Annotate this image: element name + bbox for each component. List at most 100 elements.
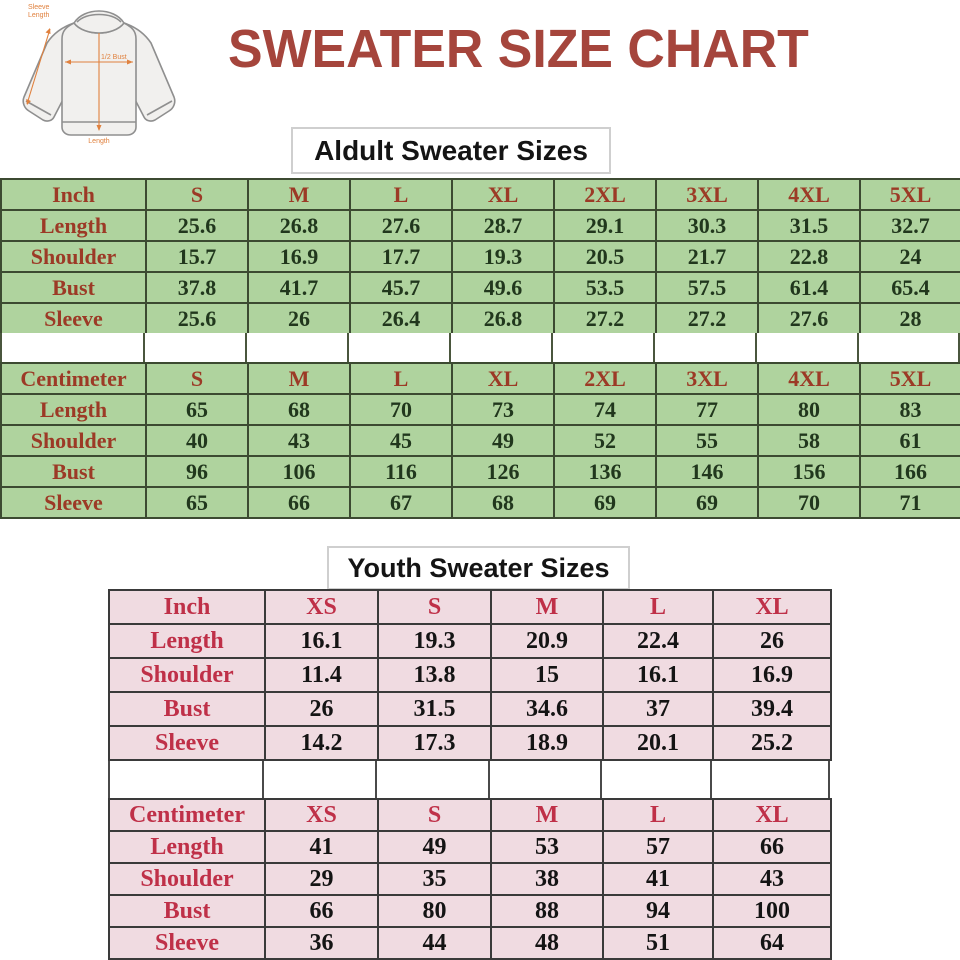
size-header-row: Centimeter S M L XL 2XL 3XL 4XL 5XL (0, 362, 960, 395)
size-col-header: S (377, 798, 492, 832)
half-bust-label: 1/2 Bust (101, 54, 127, 61)
measure-value: 146 (655, 455, 759, 488)
measure-value: 27.6 (757, 302, 861, 335)
measure-value: 66 (712, 830, 832, 864)
measure-value: 68 (247, 393, 351, 426)
measure-value: 31.5 (757, 209, 861, 242)
table-gap-line (0, 333, 2, 362)
measure-row: Bust 26 31.5 34.6 37 39.4 (108, 691, 832, 727)
measure-value: 48 (490, 926, 604, 960)
size-col-header: 3XL (655, 178, 759, 211)
measure-value: 36 (264, 926, 379, 960)
size-col-header: XS (264, 798, 379, 832)
measure-value: 19.3 (451, 240, 555, 273)
measure-value: 26.8 (451, 302, 555, 335)
measure-label: Length (108, 830, 266, 864)
table-gap-line (488, 761, 490, 798)
measure-value: 14.2 (264, 725, 379, 761)
measure-value: 156 (757, 455, 861, 488)
measure-value: 28 (859, 302, 960, 335)
size-col-header: M (490, 589, 604, 625)
measure-row: Length 16.1 19.3 20.9 22.4 26 (108, 623, 832, 659)
table-gap-line (857, 333, 859, 362)
size-col-header: M (247, 362, 351, 395)
measure-value: 27.2 (553, 302, 657, 335)
table-gap-line (375, 761, 377, 798)
size-header-row: Centimeter XS S M L XL (108, 798, 832, 832)
size-col-header: L (349, 178, 453, 211)
size-col-header: XL (712, 589, 832, 625)
measure-value: 67 (349, 486, 453, 519)
measure-value: 66 (264, 894, 379, 928)
measure-value: 25.2 (712, 725, 832, 761)
measure-value: 30.3 (655, 209, 759, 242)
measure-value: 16.9 (712, 657, 832, 693)
sleeve-length-label-2: Length (28, 12, 50, 19)
measure-value: 40 (145, 424, 249, 457)
measure-row: Length 25.6 26.8 27.6 28.7 29.1 30.3 31.5 32.7 (0, 209, 960, 242)
measure-value: 73 (451, 393, 555, 426)
size-col-header: 5XL (859, 178, 960, 211)
measure-label: Length (0, 209, 147, 242)
measure-value: 66 (247, 486, 351, 519)
size-col-header: XL (451, 178, 555, 211)
measure-value: 106 (247, 455, 351, 488)
measure-value: 21.7 (655, 240, 759, 273)
table-gap-line (347, 333, 349, 362)
measure-value: 74 (553, 393, 657, 426)
measure-value: 58 (757, 424, 861, 457)
table-gap-line (653, 333, 655, 362)
measure-value: 71 (859, 486, 960, 519)
measure-label: Sleeve (108, 725, 266, 761)
measure-value: 27.2 (655, 302, 759, 335)
measure-row: Shoulder 29 35 38 41 43 (108, 862, 832, 896)
measure-row: Bust 66 80 88 94 100 (108, 894, 832, 928)
measure-value: 61.4 (757, 271, 861, 304)
size-col-header: XS (264, 589, 379, 625)
measure-value: 39.4 (712, 691, 832, 727)
measure-value: 16.1 (602, 657, 714, 693)
measure-value: 25.6 (145, 209, 249, 242)
measure-value: 136 (553, 455, 657, 488)
unit-label: Inch (108, 589, 266, 625)
size-col-header: M (490, 798, 604, 832)
measure-label: Sleeve (108, 926, 266, 960)
measure-label: Shoulder (108, 862, 266, 896)
measure-value: 19.3 (377, 623, 492, 659)
size-col-header: XL (451, 362, 555, 395)
size-col-header: 2XL (553, 178, 657, 211)
measure-value: 20.1 (602, 725, 714, 761)
size-col-header: 4XL (757, 362, 861, 395)
measure-value: 64 (712, 926, 832, 960)
measure-value: 45 (349, 424, 453, 457)
youth-centimeter-table: Centimeter XS S M L XL Length 41 49 53 57 66 Shoulde… (108, 798, 832, 960)
measure-value: 49 (377, 830, 492, 864)
measure-value: 28.7 (451, 209, 555, 242)
measure-label: Bust (0, 271, 147, 304)
measure-value: 37.8 (145, 271, 249, 304)
measure-value: 34.6 (490, 691, 604, 727)
size-col-header: L (349, 362, 453, 395)
measure-row: Bust 96 106 116 126 136 146 156 166 (0, 455, 960, 488)
measure-value: 44 (377, 926, 492, 960)
size-col-header: 5XL (859, 362, 960, 395)
measure-label: Shoulder (108, 657, 266, 693)
measure-row: Sleeve 25.6 26 26.4 26.8 27.2 27.2 27.6 28 (0, 302, 960, 335)
adult-centimeter-table: Centimeter S M L XL 2XL 3XL 4XL 5XL Length 65 68 70 7… (0, 362, 960, 519)
measure-value: 29 (264, 862, 379, 896)
page-title: SWEATER SIZE CHART (228, 19, 809, 79)
measure-value: 51 (602, 926, 714, 960)
sleeve-length-label: Sleeve (28, 4, 50, 11)
measure-row: Shoulder 11.4 13.8 15 16.1 16.9 (108, 657, 832, 693)
measure-value: 49 (451, 424, 555, 457)
measure-row: Sleeve 14.2 17.3 18.9 20.1 25.2 (108, 725, 832, 761)
measure-value: 11.4 (264, 657, 379, 693)
measure-value: 31.5 (377, 691, 492, 727)
measure-value: 100 (712, 894, 832, 928)
youth-section-heading: Youth Sweater Sizes (327, 546, 630, 590)
measure-value: 43 (712, 862, 832, 896)
measure-value: 18.9 (490, 725, 604, 761)
size-col-header: S (145, 362, 249, 395)
size-col-header: 2XL (553, 362, 657, 395)
